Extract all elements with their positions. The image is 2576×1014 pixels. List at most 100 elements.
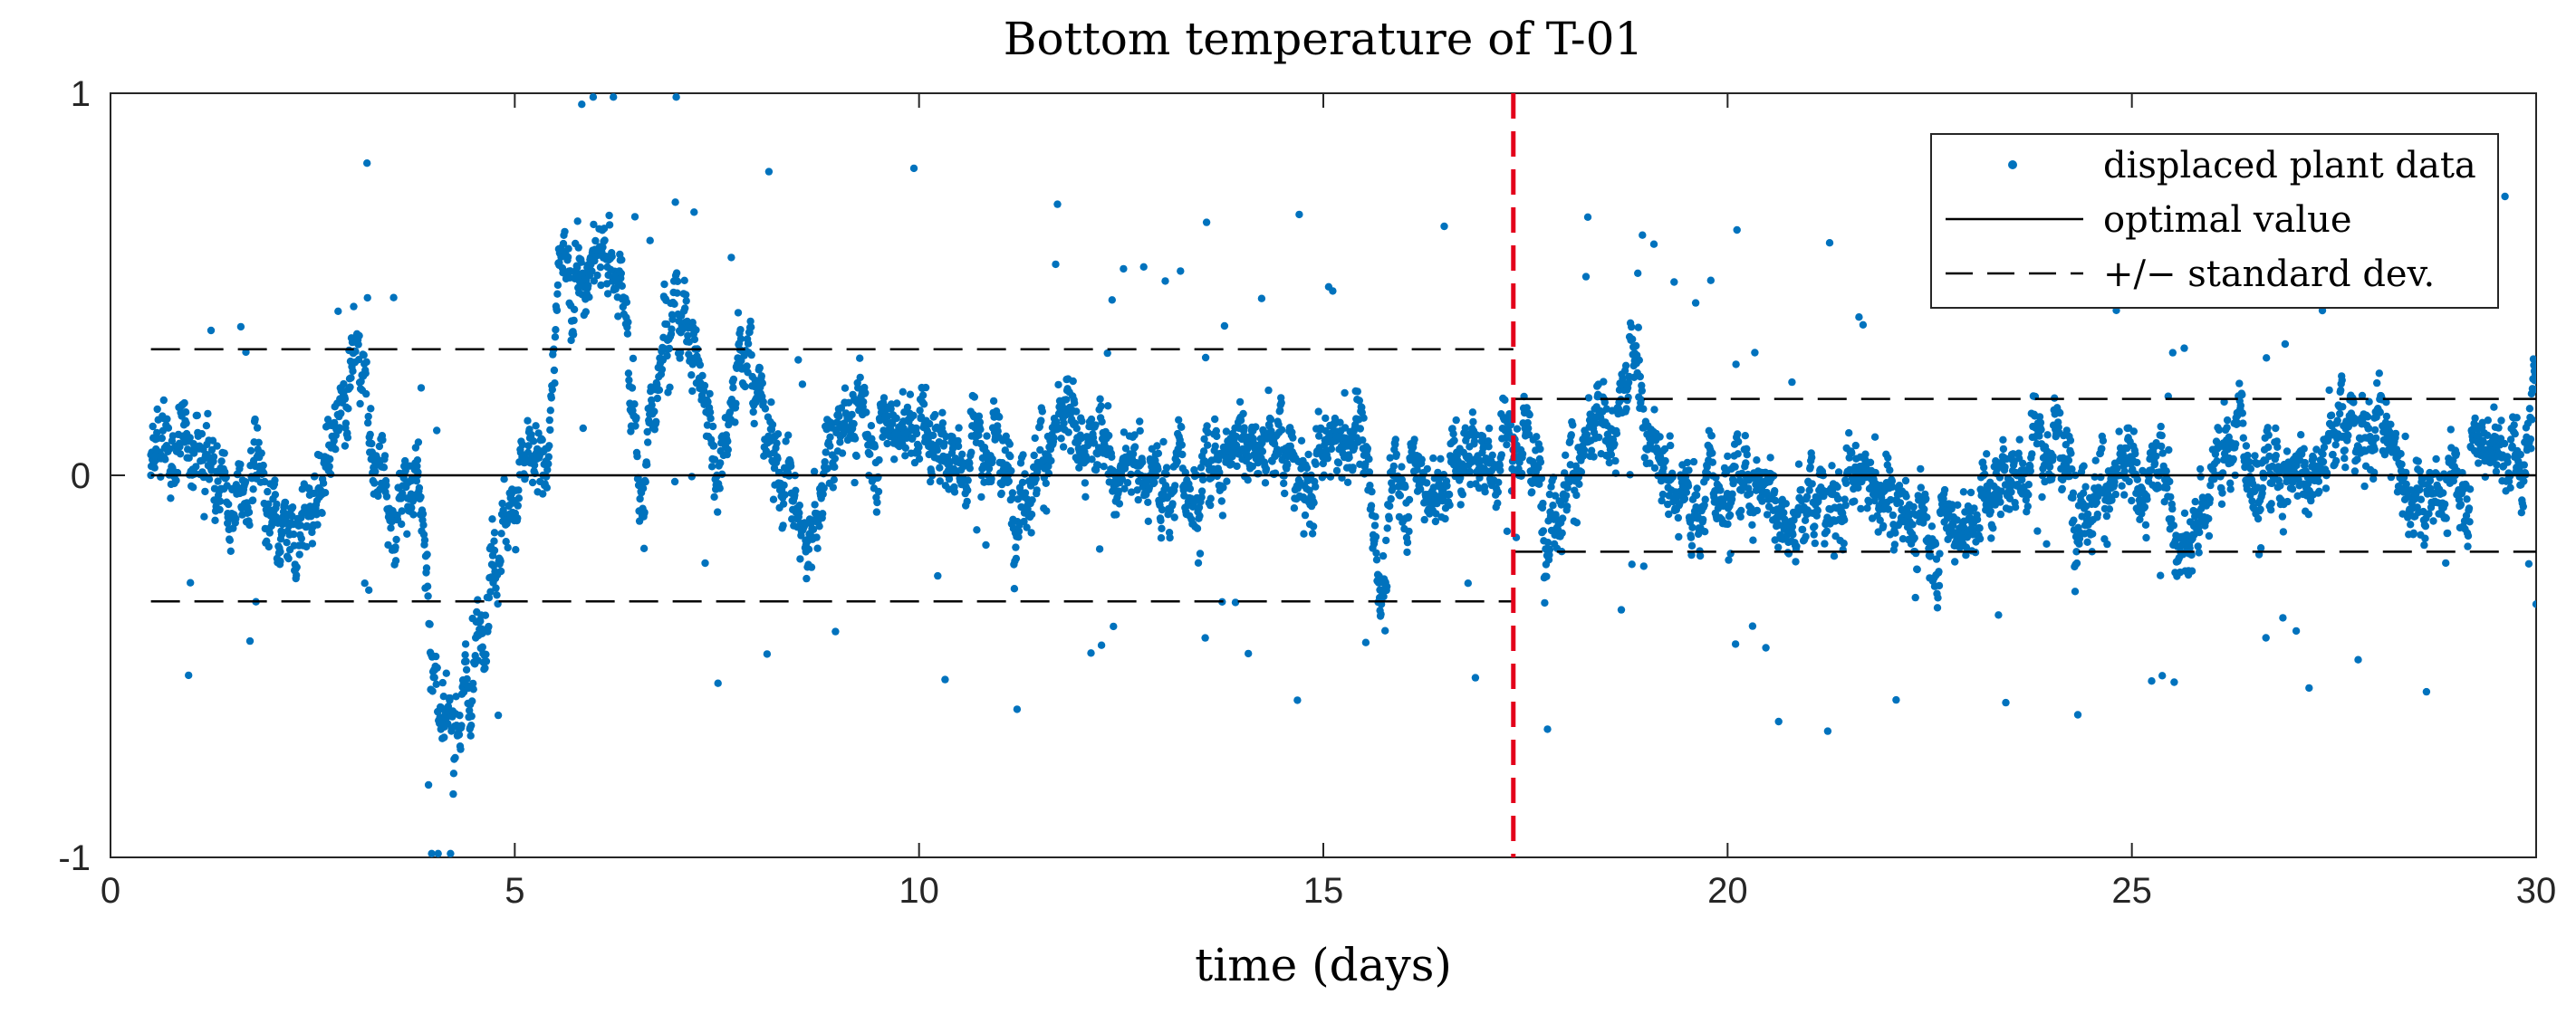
data-point	[2062, 426, 2071, 435]
data-point	[2002, 698, 2010, 707]
data-point	[365, 586, 373, 594]
data-point	[605, 211, 613, 220]
data-point	[202, 422, 211, 430]
data-point	[1305, 486, 1313, 494]
data-point	[1456, 501, 1465, 509]
data-point	[478, 643, 486, 651]
data-point	[1104, 402, 1112, 410]
data-point	[573, 263, 582, 272]
data-point	[666, 383, 674, 391]
data-point	[1687, 550, 1696, 560]
data-point	[1693, 484, 1701, 493]
data-point	[1289, 434, 1297, 442]
data-point	[564, 244, 572, 253]
data-point	[1632, 341, 1640, 350]
data-point	[2129, 427, 2138, 435]
data-point	[763, 650, 772, 658]
data-point	[1699, 515, 1707, 524]
data-point	[343, 434, 352, 442]
data-point	[1319, 459, 1328, 468]
data-point	[1735, 437, 1743, 446]
data-point	[2350, 467, 2360, 475]
data-point	[608, 253, 616, 261]
data-point	[1069, 377, 1077, 386]
data-point	[1470, 437, 1479, 445]
data-point	[1293, 484, 1302, 493]
y-tick-label: -1	[58, 838, 91, 878]
data-point	[925, 419, 934, 428]
data-point	[1543, 725, 1552, 733]
data-point	[2196, 464, 2205, 474]
data-point	[2272, 424, 2280, 433]
data-point	[415, 483, 424, 493]
data-point	[2402, 480, 2410, 488]
data-point	[860, 397, 868, 407]
data-point	[1244, 476, 1252, 484]
data-point	[1037, 416, 1045, 425]
data-point	[341, 442, 350, 450]
data-point	[1934, 594, 1942, 602]
data-point	[630, 400, 639, 408]
data-point	[1030, 451, 1038, 460]
data-point	[364, 418, 372, 427]
data-point	[1356, 425, 1365, 433]
data-point	[706, 408, 715, 416]
data-point	[553, 306, 562, 314]
data-point	[2205, 514, 2213, 523]
data-point	[1379, 592, 1388, 601]
data-point	[729, 375, 738, 384]
data-point	[1361, 638, 1370, 646]
data-point	[1953, 516, 1961, 524]
data-point	[1782, 500, 1791, 508]
data-point	[485, 594, 494, 602]
data-point	[2370, 445, 2379, 454]
data-point	[2148, 677, 2156, 685]
data-point	[2310, 454, 2318, 463]
data-point	[1624, 378, 1633, 387]
data-point	[1861, 450, 1870, 458]
data-point	[2242, 442, 2251, 450]
data-point	[1798, 525, 1807, 534]
data-point	[1758, 497, 1766, 505]
data-point	[1290, 504, 1299, 512]
data-point	[363, 293, 371, 302]
data-point	[1848, 449, 1856, 457]
data-point	[2093, 510, 2101, 519]
data-point	[1023, 523, 1031, 531]
data-point	[1851, 441, 1860, 450]
data-point	[248, 496, 257, 504]
data-point	[375, 442, 384, 451]
data-point	[1639, 231, 1647, 239]
data-point	[729, 384, 737, 392]
data-point	[643, 461, 651, 469]
data-point	[1014, 533, 1023, 541]
data-point	[1081, 479, 1090, 487]
data-point	[1437, 454, 1445, 463]
data-point	[2123, 444, 2131, 453]
data-point	[201, 487, 209, 496]
data-point	[1173, 457, 1181, 466]
data-point	[403, 530, 411, 538]
data-point	[389, 293, 398, 301]
data-point	[579, 424, 587, 433]
data-point	[1841, 495, 1849, 503]
data-point	[2081, 483, 2090, 491]
data-point	[482, 650, 490, 658]
data-point	[2244, 451, 2252, 460]
data-point	[676, 354, 684, 362]
data-point	[614, 312, 622, 320]
data-point	[2167, 493, 2175, 502]
data-point	[958, 450, 966, 458]
data-point	[2283, 497, 2292, 506]
data-point	[1494, 488, 1503, 496]
data-point	[1734, 450, 1742, 458]
data-point	[1763, 488, 1771, 497]
data-point	[1213, 432, 1221, 441]
data-point	[1775, 521, 1783, 530]
data-point	[1684, 482, 1693, 490]
data-point	[1833, 483, 1841, 492]
data-point	[1543, 539, 1552, 547]
data-point	[1350, 444, 1359, 452]
data-point	[1105, 431, 1113, 440]
data-point	[1549, 502, 1557, 510]
